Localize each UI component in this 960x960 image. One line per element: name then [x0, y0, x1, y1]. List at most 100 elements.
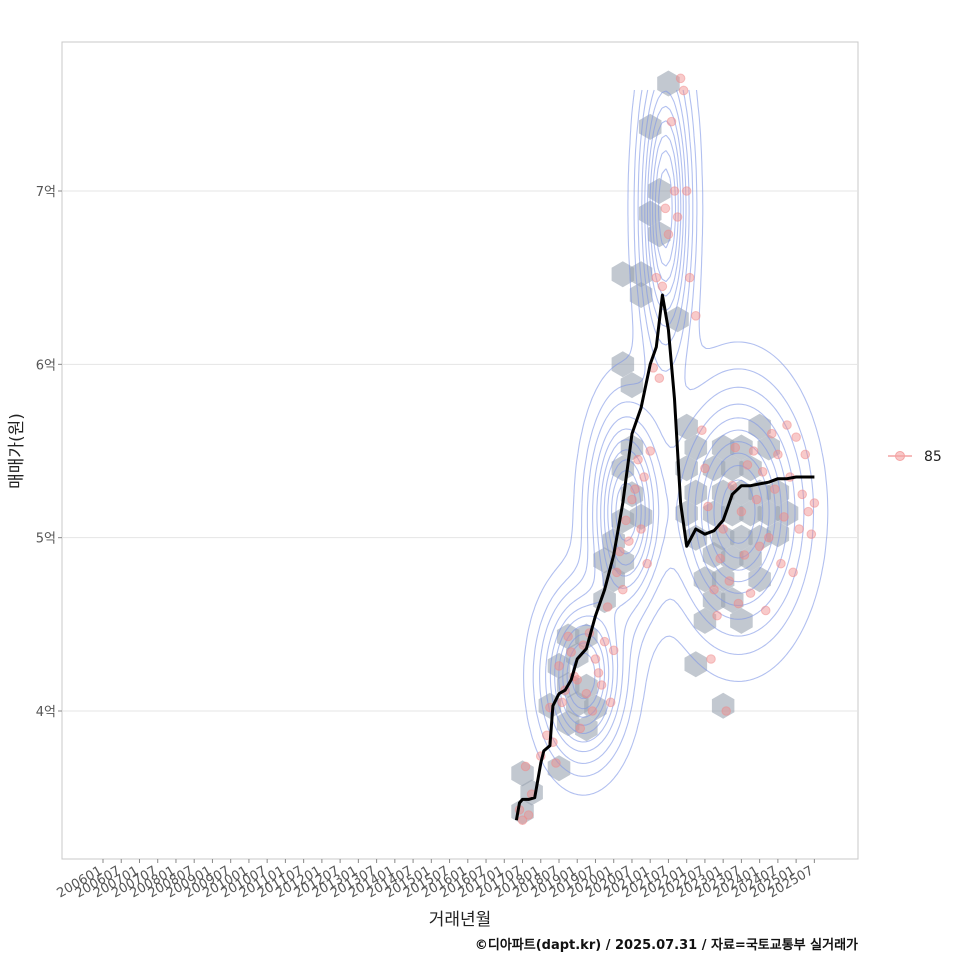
data-point — [608, 645, 619, 656]
data-point — [767, 428, 777, 439]
hexbin-cell — [575, 673, 598, 700]
data-point — [806, 529, 817, 540]
legend-point — [895, 451, 905, 461]
data-point — [621, 515, 631, 526]
data-point — [660, 203, 671, 214]
data-point — [684, 272, 695, 283]
data-point — [709, 584, 719, 595]
y-axis-title: 매매가(원) — [7, 413, 27, 489]
y-tick-label: 6억 — [36, 358, 56, 373]
y-tick-label: 5억 — [36, 532, 56, 547]
data-point — [748, 446, 759, 456]
hexbin-cell — [611, 351, 635, 378]
hexbin-cell — [748, 566, 771, 593]
data-point — [618, 584, 628, 595]
data-point — [703, 501, 713, 512]
data-point — [633, 454, 643, 465]
data-point — [736, 506, 747, 517]
legend-label: 85 — [924, 449, 942, 465]
hexbin-cell — [693, 607, 717, 634]
hexbin-cell — [739, 545, 762, 572]
hexbin-cell — [657, 70, 680, 97]
data-point — [624, 536, 634, 546]
y-tick-label: 7억 — [36, 185, 56, 200]
data-point — [523, 810, 534, 820]
x-axis-ticks: 2006012006072007012007072008012008072009… — [55, 859, 816, 901]
data-point — [745, 588, 756, 598]
data-point — [779, 512, 789, 522]
data-point — [517, 815, 528, 826]
legend: 85 — [888, 449, 942, 465]
data-point — [797, 489, 808, 500]
data-point — [551, 758, 561, 768]
data-point — [678, 85, 689, 96]
hexbin-cell — [721, 455, 744, 482]
hexbin-cell — [757, 434, 780, 461]
x-axis-title: 거래년월 — [429, 910, 492, 930]
data-point — [630, 484, 640, 494]
data-point — [697, 425, 707, 436]
data-point — [566, 647, 576, 657]
data-point — [587, 706, 598, 716]
data-point — [754, 541, 765, 552]
data-point — [751, 494, 762, 505]
hexbin-cell — [711, 692, 735, 719]
source-caption: ©디아파트(dapt.kr) / 2025.07.31 / 자료=국토교통부 실… — [474, 938, 858, 953]
data-point — [645, 446, 656, 456]
data-point — [599, 636, 610, 647]
data-point — [590, 654, 601, 664]
hexbin-cell — [702, 587, 726, 614]
hexbin-cell — [730, 607, 753, 634]
density-contour — [523, 89, 829, 796]
data-point — [712, 610, 722, 621]
hexbin-cell — [684, 651, 708, 678]
data-point — [581, 688, 592, 699]
density-contour — [545, 89, 796, 753]
density-contour — [539, 89, 805, 764]
density-contour — [532, 89, 815, 777]
data-point — [654, 373, 665, 384]
data-point — [794, 524, 804, 534]
hexbin-cell — [711, 566, 735, 593]
data-point — [763, 532, 774, 543]
data-point — [657, 281, 668, 292]
hexbin-cell — [620, 372, 644, 399]
data-point — [791, 432, 801, 442]
y-axis-ticks: 4억 5억 6억 7억 — [36, 185, 62, 720]
hexbin-cell — [511, 760, 534, 787]
hexbin-cell — [693, 566, 717, 593]
data-point — [776, 558, 786, 569]
hexbin-cell — [730, 524, 753, 551]
data-point — [809, 498, 820, 508]
data-point — [706, 654, 716, 664]
hexbin-cell — [547, 755, 571, 782]
hexbin-cell — [666, 306, 689, 333]
data-point — [520, 761, 531, 772]
data-point — [760, 605, 771, 616]
data-point — [554, 661, 564, 671]
data-point — [721, 706, 732, 716]
data-point — [733, 598, 744, 609]
data-point — [651, 272, 662, 283]
hexbin-cell — [556, 623, 580, 650]
data-point — [672, 212, 683, 222]
data-point — [636, 524, 646, 534]
data-point — [739, 550, 750, 560]
data-point — [724, 576, 735, 586]
data-point — [563, 631, 573, 642]
data-point — [681, 186, 692, 196]
hexbin-cell — [620, 434, 644, 461]
data-point — [800, 449, 811, 460]
hexbin-cell — [748, 524, 771, 551]
hexbin-cell — [739, 500, 762, 527]
data-point — [782, 420, 792, 430]
data-point — [715, 553, 725, 564]
data-point — [611, 567, 622, 578]
data-point — [691, 311, 701, 321]
data-point — [572, 675, 583, 685]
data-point — [639, 472, 649, 482]
density-contour — [566, 150, 764, 710]
hexbin-cell — [711, 524, 735, 551]
data-point — [700, 463, 710, 474]
data-point — [605, 697, 616, 708]
